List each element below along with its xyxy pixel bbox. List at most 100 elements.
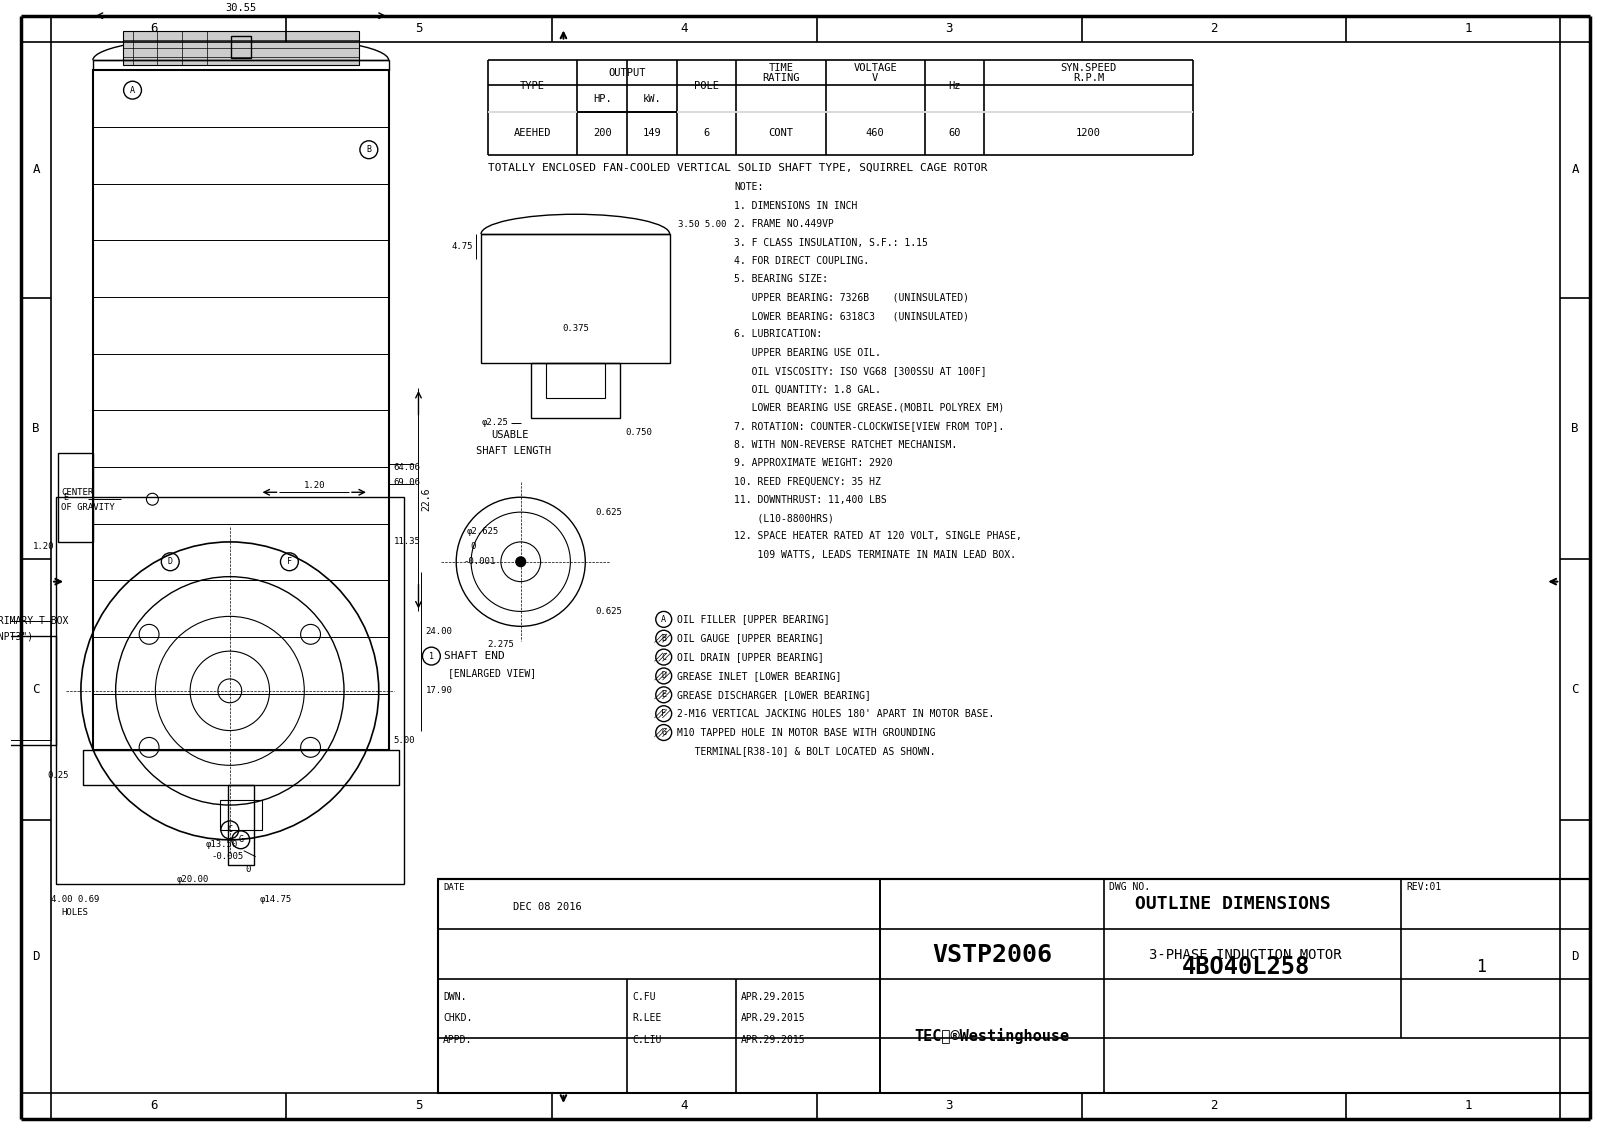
Text: 3: 3 <box>946 23 954 35</box>
Text: OUTLINE DIMENSIONS: OUTLINE DIMENSIONS <box>1134 896 1331 914</box>
Text: APPD.: APPD. <box>443 1035 472 1045</box>
Text: F: F <box>286 558 291 567</box>
Text: 9. APPROXIMATE WEIGHT: 2920: 9. APPROXIMATE WEIGHT: 2920 <box>734 458 893 468</box>
Text: 0.625: 0.625 <box>595 607 622 616</box>
Text: 64.06: 64.06 <box>394 463 421 472</box>
Bar <box>482 234 670 363</box>
Text: R.LEE: R.LEE <box>632 1013 661 1024</box>
Bar <box>58 452 93 542</box>
Bar <box>93 70 389 750</box>
Text: PRIMARY T-BOX: PRIMARY T-BOX <box>0 616 67 627</box>
Bar <box>531 363 621 417</box>
Text: B: B <box>661 633 666 642</box>
Text: HOLES: HOLES <box>61 908 88 917</box>
Text: φ20.00: φ20.00 <box>176 875 208 884</box>
Text: G: G <box>238 836 243 844</box>
Text: 3-PHASE INDUCTION MOTOR: 3-PHASE INDUCTION MOTOR <box>1149 948 1342 962</box>
Text: RATING: RATING <box>762 72 800 83</box>
Text: 1: 1 <box>1464 1099 1472 1113</box>
Text: USABLE: USABLE <box>491 430 528 440</box>
Text: 12. SPACE HEATER RATED AT 120 VOLT, SINGLE PHASE,: 12. SPACE HEATER RATED AT 120 VOLT, SING… <box>734 532 1022 542</box>
Bar <box>56 498 403 884</box>
Text: OF GRAVITY: OF GRAVITY <box>61 502 115 511</box>
Text: 4BO40L258: 4BO40L258 <box>1181 955 1310 978</box>
Bar <box>0 637 56 745</box>
Text: UPPER BEARING: 7326B    (UNINSULATED): UPPER BEARING: 7326B (UNINSULATED) <box>734 293 970 303</box>
Text: LOWER BEARING: 6318C3   (UNINSULATED): LOWER BEARING: 6318C3 (UNINSULATED) <box>734 311 970 321</box>
Text: HP.: HP. <box>592 94 611 104</box>
Text: 24.00: 24.00 <box>426 627 453 636</box>
Text: 5: 5 <box>416 23 422 35</box>
Text: 3: 3 <box>946 1099 954 1113</box>
Text: OIL FILLER [UPPER BEARING]: OIL FILLER [UPPER BEARING] <box>677 614 829 624</box>
Text: -0.005: -0.005 <box>211 852 243 861</box>
Bar <box>438 880 1590 1093</box>
Text: VSTP2006: VSTP2006 <box>933 943 1053 967</box>
Text: E: E <box>62 493 69 502</box>
Text: SHAFT END: SHAFT END <box>445 651 506 662</box>
Text: 1.20: 1.20 <box>34 543 54 552</box>
Text: 3.50 5.00: 3.50 5.00 <box>678 219 726 228</box>
Text: OIL GAUGE [UPPER BEARING]: OIL GAUGE [UPPER BEARING] <box>677 633 824 644</box>
Text: 10. REED FREQUENCY: 35 HZ: 10. REED FREQUENCY: 35 HZ <box>734 476 882 486</box>
Text: C: C <box>661 653 666 662</box>
Text: 2-M16 VERTICAL JACKING HOLES 180' APART IN MOTOR BASE.: 2-M16 VERTICAL JACKING HOLES 180' APART … <box>677 709 994 718</box>
Text: kW.: kW. <box>643 94 661 104</box>
Text: GREASE INLET [LOWER BEARING]: GREASE INLET [LOWER BEARING] <box>677 671 842 681</box>
Text: C.LIU: C.LIU <box>632 1035 661 1045</box>
Text: 22.6: 22.6 <box>421 487 432 511</box>
Text: C: C <box>1571 683 1579 696</box>
Text: φ2.625: φ2.625 <box>466 527 498 536</box>
Text: 3. F CLASS INSULATION, S.F.: 1.15: 3. F CLASS INSULATION, S.F.: 1.15 <box>734 238 928 248</box>
Text: R.P.M: R.P.M <box>1074 72 1104 83</box>
Text: CONT: CONT <box>768 128 794 138</box>
Text: DWN.: DWN. <box>443 992 467 1002</box>
Bar <box>219 800 262 830</box>
Text: 4.75: 4.75 <box>451 242 474 251</box>
Text: OIL DRAIN [UPPER BEARING]: OIL DRAIN [UPPER BEARING] <box>677 653 824 662</box>
Text: (NPT3"): (NPT3") <box>0 631 32 641</box>
Text: CENTER: CENTER <box>61 487 93 497</box>
Text: 8. WITH NON-REVERSE RATCHET MECHANISM.: 8. WITH NON-REVERSE RATCHET MECHANISM. <box>734 440 957 450</box>
Bar <box>227 785 254 864</box>
Text: 1: 1 <box>1464 23 1472 35</box>
Text: 1.20: 1.20 <box>304 481 325 490</box>
Text: 4: 4 <box>680 23 688 35</box>
Text: REV:01: REV:01 <box>1406 882 1442 892</box>
Text: 30.55: 30.55 <box>226 2 256 12</box>
Text: 460: 460 <box>866 128 885 138</box>
Text: 4.00 0.69: 4.00 0.69 <box>51 895 99 904</box>
Text: GREASE DISCHARGER [LOWER BEARING]: GREASE DISCHARGER [LOWER BEARING] <box>677 690 870 700</box>
Text: 1200: 1200 <box>1077 128 1101 138</box>
Text: 11.35: 11.35 <box>394 537 421 546</box>
Text: φ13.50: φ13.50 <box>206 840 238 849</box>
Text: 2.275: 2.275 <box>488 640 514 649</box>
Text: D: D <box>32 950 40 962</box>
Text: V: V <box>872 72 878 83</box>
Text: G: G <box>661 728 666 737</box>
Text: 0: 0 <box>246 865 251 874</box>
Text: DATE: DATE <box>443 883 466 892</box>
Text: [ENLARGED VIEW]: [ENLARGED VIEW] <box>448 668 536 677</box>
Text: D: D <box>168 558 173 567</box>
Text: φ2.25: φ2.25 <box>482 418 509 428</box>
Text: 1. DIMENSIONS IN INCH: 1. DIMENSIONS IN INCH <box>734 201 858 210</box>
Text: POLE: POLE <box>694 81 718 92</box>
Text: 0: 0 <box>470 543 475 552</box>
Text: C: C <box>32 683 40 696</box>
Bar <box>83 750 398 785</box>
Text: D: D <box>1571 950 1579 962</box>
Text: APR.29.2015: APR.29.2015 <box>741 992 806 1002</box>
Text: 2: 2 <box>1210 23 1218 35</box>
Bar <box>546 363 605 398</box>
Text: 11. DOWNTHRUST: 11,400 LBS: 11. DOWNTHRUST: 11,400 LBS <box>734 494 886 504</box>
Text: Hz: Hz <box>949 81 962 92</box>
Text: 2: 2 <box>1210 1099 1218 1113</box>
Text: A: A <box>130 86 134 95</box>
Text: 109 WATTS, LEADS TERMINATE IN MAIN LEAD BOX.: 109 WATTS, LEADS TERMINATE IN MAIN LEAD … <box>734 550 1016 560</box>
Text: C: C <box>227 826 232 835</box>
Text: LOWER BEARING USE GREASE.(MOBIL POLYREX EM): LOWER BEARING USE GREASE.(MOBIL POLYREX … <box>734 403 1005 413</box>
Text: 5: 5 <box>416 1099 422 1113</box>
Text: 200: 200 <box>592 128 611 138</box>
Text: SHAFT LENGTH: SHAFT LENGTH <box>477 446 550 456</box>
